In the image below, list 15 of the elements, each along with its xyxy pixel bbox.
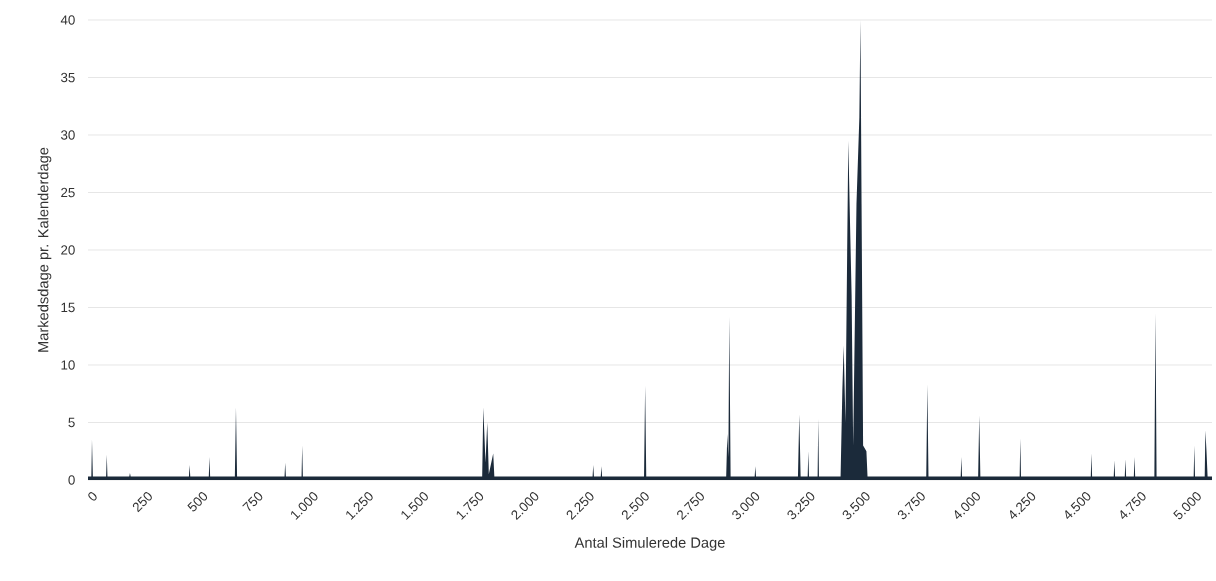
y-tick-label: 25 [61,187,75,198]
y-tick-label: 40 [60,15,75,25]
y-tick-label: 10 [61,360,75,370]
y-tick-label: 5 [68,417,75,428]
y-tick-label: 15 [61,302,75,313]
x-tick-label: 0 [88,492,97,501]
y-tick-label: 0 [68,475,75,485]
x-tick-label: 500 [187,492,208,512]
x-axis-title: Antal Simulerede Dage [574,537,725,551]
y-axis-title: Markedsdage pr. Kalenderdage [37,147,52,352]
x-tick-label: 750 [242,492,263,512]
y-tick-label: 30 [60,130,75,140]
y-tick-label: 35 [60,72,75,83]
x-tick-label: 250 [132,492,152,513]
y-tick-label: 20 [61,245,75,255]
